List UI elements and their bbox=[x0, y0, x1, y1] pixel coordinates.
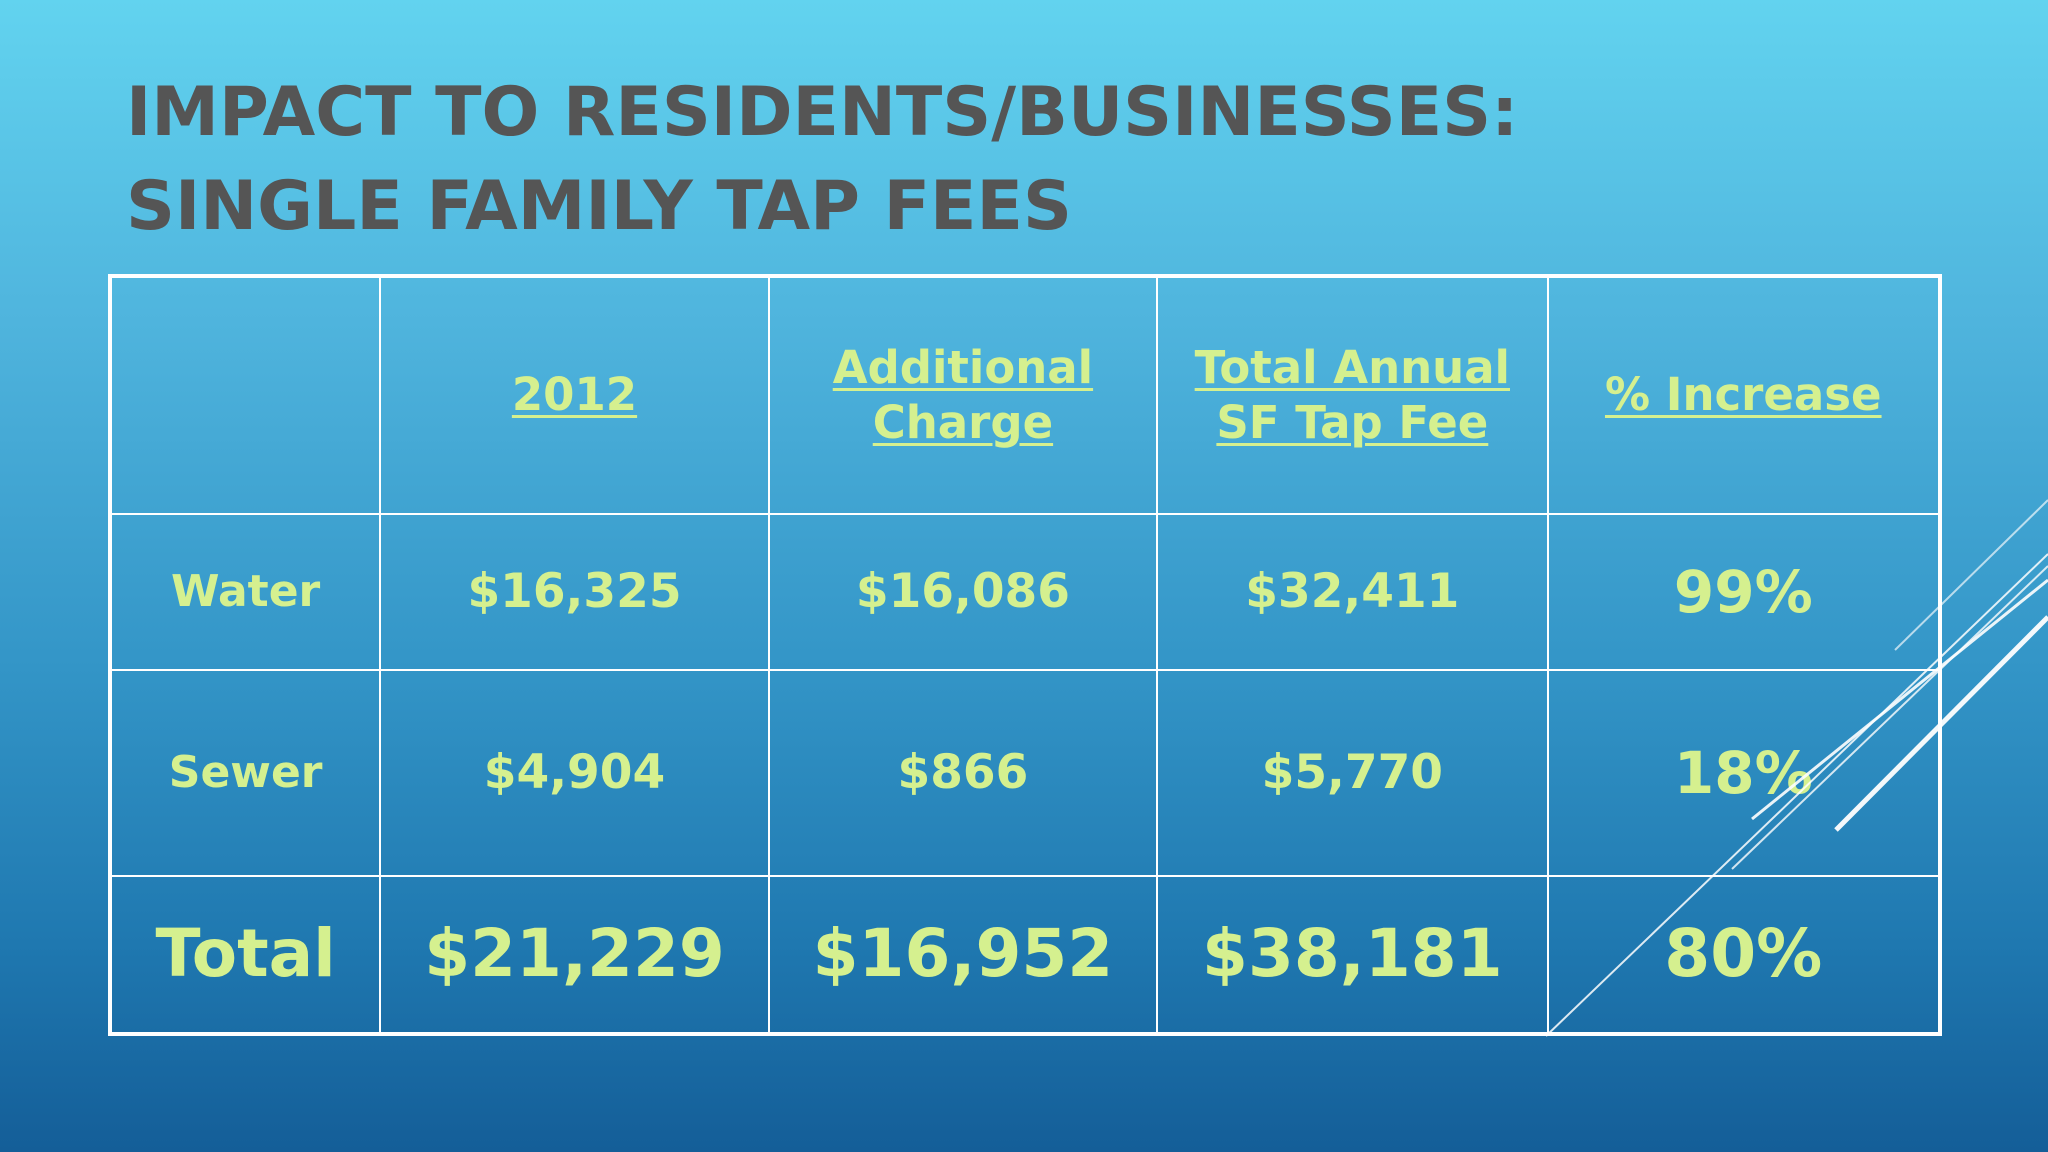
water-2012-value: $16,325 bbox=[379, 513, 770, 671]
table-row-total: Total $21,229 $16,952 $38,181 80% bbox=[108, 875, 1942, 1035]
table-header-row: 2012 Additional Charge Total Annual SF T… bbox=[108, 275, 1942, 515]
sewer-percent-increase-value: 18% bbox=[1546, 669, 1942, 877]
row-label-water: Water bbox=[108, 513, 382, 671]
table-corner-cell bbox=[108, 275, 382, 515]
table-row-water: Water $16,325 $16,086 $32,411 99% bbox=[108, 513, 1942, 671]
slide-title-line-1: IMPACT TO RESIDENTS/BUSINESSES: bbox=[126, 73, 1519, 152]
tap-fee-table: 2012 Additional Charge Total Annual SF T… bbox=[108, 274, 1942, 1036]
column-header-total-annual-sf-tap-fee: Total Annual SF Tap Fee bbox=[1156, 275, 1549, 515]
sewer-2012-value: $4,904 bbox=[379, 669, 770, 877]
row-label-total: Total bbox=[108, 875, 382, 1035]
slide-title: IMPACT TO RESIDENTS/BUSINESSES: SINGLE F… bbox=[126, 66, 1626, 254]
sewer-total-annual-sf-tap-fee-value: $5,770 bbox=[1156, 669, 1549, 877]
column-header-additional-charge: Additional Charge bbox=[767, 275, 1159, 515]
sewer-additional-charge-value: $866 bbox=[767, 669, 1159, 877]
water-additional-charge-value: $16,086 bbox=[767, 513, 1159, 671]
total-additional-charge-value: $16,952 bbox=[767, 875, 1159, 1035]
water-percent-increase-value: 99% bbox=[1546, 513, 1942, 671]
total-percent-increase-value: 80% bbox=[1546, 875, 1942, 1035]
column-header-percent-increase: % Increase bbox=[1546, 275, 1942, 515]
water-total-annual-sf-tap-fee-value: $32,411 bbox=[1156, 513, 1549, 671]
slide-title-line-2: SINGLE FAMILY TAP FEES bbox=[126, 167, 1072, 246]
column-header-2012: 2012 bbox=[379, 275, 770, 515]
row-label-sewer: Sewer bbox=[108, 669, 382, 877]
total-total-annual-sf-tap-fee-value: $38,181 bbox=[1156, 875, 1549, 1035]
table-row-sewer: Sewer $4,904 $866 $5,770 18% bbox=[108, 669, 1942, 877]
total-2012-value: $21,229 bbox=[379, 875, 770, 1035]
